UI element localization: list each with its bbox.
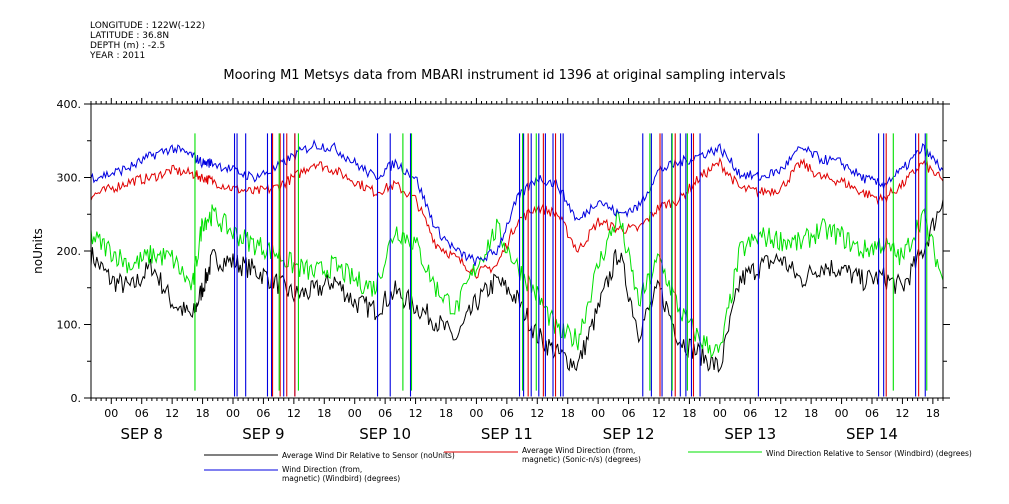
y-axis-label: noUnits	[31, 228, 45, 274]
longitude-label: LONGITUDE : 122W(-122)	[90, 21, 206, 31]
x-tick-label: 06	[622, 407, 636, 420]
x-tick-label: 00	[348, 407, 362, 420]
x-tick-label: 06	[378, 407, 392, 420]
metadata-block: LONGITUDE : 122W(-122) LATITUDE : 36.8N …	[90, 21, 205, 61]
x-tick-label: 18	[804, 407, 818, 420]
x-tick-label: 06	[135, 407, 149, 420]
x-tick-label: 00	[591, 407, 605, 420]
axes-layer: 0. 100. 200. 300. 400. 00 06 12 18 00 06 12 18 00 06 12…	[57, 98, 950, 443]
x-tick-label: 00	[469, 407, 483, 420]
x-tick-label: 06	[865, 407, 879, 420]
x-tick-label: 00	[104, 407, 118, 420]
legend: Average Wind Dir Relative to Sensor (noU…	[204, 446, 972, 483]
plot-frame	[90, 103, 944, 399]
x-day-label: SEP 11	[481, 425, 533, 443]
x-tick-label: 18	[196, 407, 210, 420]
latitude-label: LATITUDE : 36.8N	[90, 31, 170, 41]
x-tick-label: 00	[226, 407, 240, 420]
x-tick-label: 18	[926, 407, 940, 420]
x-tick-label: 06	[256, 407, 270, 420]
x-day-label: SEP 14	[846, 425, 898, 443]
x-tick-label: 18	[561, 407, 575, 420]
legend-label: Wind Direction Relative to Sensor (Windb…	[766, 449, 972, 458]
y-tick-label: 400.	[57, 98, 82, 111]
series-line-green	[90, 204, 944, 359]
x-tick-label: 12	[530, 407, 544, 420]
legend-label: Average Wind Dir Relative to Sensor (noU…	[282, 451, 455, 460]
chart-title: Mooring M1 Metsys data from MBARI instru…	[223, 68, 786, 83]
series-layer	[90, 133, 944, 397]
x-tick-label: 12	[287, 407, 301, 420]
x-day-label: SEP 9	[242, 425, 284, 443]
legend-label: magnetic) (Windbird) (degrees)	[282, 474, 400, 483]
x-tick-label: 18	[682, 407, 696, 420]
legend-label: Average Wind Direction (from,	[522, 446, 635, 455]
x-tick-label: 18	[317, 407, 331, 420]
y-tick-label: 100.	[57, 319, 82, 332]
x-tick-label: 06	[500, 407, 514, 420]
x-tick-label: 12	[652, 407, 666, 420]
x-day-label: SEP 10	[359, 425, 411, 443]
y-tick-label: 200.	[57, 245, 82, 258]
y-tick-label: 300.	[57, 172, 82, 185]
series-line-black	[90, 199, 944, 373]
depth-label: DEPTH (m) : -2.5	[90, 41, 166, 51]
legend-label: magnetic) (Sonic-n/s) (degrees)	[522, 455, 641, 464]
x-tick-label: 00	[835, 407, 849, 420]
x-day-label: SEP 8	[121, 425, 163, 443]
legend-label: Wind Direction (from,	[282, 465, 362, 474]
x-tick-label: 18	[439, 407, 453, 420]
series-line-red	[90, 157, 944, 279]
series-line-blue	[90, 139, 944, 267]
x-tick-label: 12	[895, 407, 909, 420]
x-day-label: SEP 13	[724, 425, 776, 443]
x-tick-label: 12	[165, 407, 179, 420]
y-tick-label: 0.	[71, 392, 82, 405]
x-tick-label: 00	[713, 407, 727, 420]
x-day-label: SEP 12	[603, 425, 655, 443]
x-tick-label: 12	[774, 407, 788, 420]
x-tick-label: 06	[743, 407, 757, 420]
year-label: YEAR : 2011	[90, 51, 146, 61]
x-tick-label: 12	[409, 407, 423, 420]
